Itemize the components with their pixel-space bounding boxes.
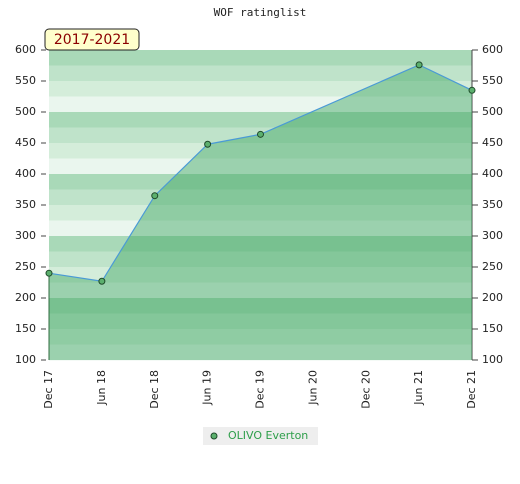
background-band bbox=[49, 81, 472, 97]
y-tick-label: 450 bbox=[15, 136, 36, 149]
y-tick-label: 150 bbox=[15, 322, 36, 335]
y2-tick-label: 150 bbox=[482, 322, 503, 335]
background-band bbox=[49, 174, 472, 190]
point bbox=[45, 269, 53, 277]
y-tick-label: 200 bbox=[15, 291, 36, 304]
y-tick-label: 550 bbox=[15, 74, 36, 87]
y2-tick-label: 400 bbox=[482, 167, 503, 180]
x-tick-label: Jun 21 bbox=[412, 370, 425, 406]
y2-tick-label: 350 bbox=[482, 198, 503, 211]
background-band bbox=[49, 267, 472, 283]
legend-box bbox=[203, 427, 318, 445]
annotation-box bbox=[44, 28, 140, 51]
x-tick-label: Jun 18 bbox=[95, 370, 108, 406]
y2-tick-label: 250 bbox=[482, 260, 503, 273]
y-tick-label: 500 bbox=[15, 105, 36, 118]
background-band bbox=[49, 112, 472, 128]
y-tick-label: 400 bbox=[15, 167, 36, 180]
background-band bbox=[49, 158, 472, 175]
x-tick-label: Dec 18 bbox=[148, 370, 161, 409]
y2-tick-label: 300 bbox=[482, 229, 503, 242]
area bbox=[49, 64, 472, 360]
background-band bbox=[49, 329, 472, 345]
background-band bbox=[49, 251, 472, 268]
legend-marker bbox=[210, 432, 218, 440]
y-tick-label: 350 bbox=[15, 198, 36, 211]
annotation: 2017-2021 bbox=[54, 32, 130, 48]
x-tick-label: Jun 19 bbox=[201, 370, 214, 406]
background-band bbox=[49, 143, 472, 159]
background-band bbox=[49, 65, 472, 82]
y2-tick-label: 550 bbox=[482, 74, 503, 87]
background-band bbox=[49, 298, 472, 314]
y2-tick-label: 200 bbox=[482, 291, 503, 304]
point bbox=[257, 130, 264, 138]
background-band bbox=[49, 344, 472, 361]
chart-title: WOF ratinglist bbox=[214, 6, 307, 19]
legend-label: OLIVO Everton bbox=[228, 429, 308, 442]
point bbox=[204, 140, 212, 148]
x-tick-label: Dec 19 bbox=[254, 370, 267, 409]
y2-tick-label: 500 bbox=[482, 105, 503, 118]
y2-tick-label: 450 bbox=[482, 136, 503, 149]
x-tick-label: Jun 20 bbox=[306, 370, 319, 406]
point bbox=[468, 86, 476, 94]
y2-tick-label: 100 bbox=[482, 353, 503, 366]
background-band bbox=[49, 50, 472, 66]
point bbox=[151, 192, 159, 200]
x-tick-label: Dec 17 bbox=[42, 370, 55, 409]
point bbox=[415, 61, 423, 69]
y-tick-label: 300 bbox=[15, 229, 36, 242]
background-band bbox=[49, 282, 472, 299]
point bbox=[98, 277, 106, 285]
y-tick-label: 250 bbox=[15, 260, 36, 273]
background-band bbox=[49, 236, 472, 252]
background-band bbox=[49, 313, 472, 330]
background-band bbox=[49, 220, 472, 237]
x-tick-label: Dec 20 bbox=[359, 370, 372, 409]
y2-tick-label: 600 bbox=[482, 43, 503, 56]
background-band bbox=[49, 96, 472, 113]
background-band bbox=[49, 205, 472, 221]
y-tick-label: 600 bbox=[15, 43, 36, 56]
y-tick-label: 100 bbox=[15, 353, 36, 366]
x-tick-label: Dec 21 bbox=[465, 370, 478, 409]
